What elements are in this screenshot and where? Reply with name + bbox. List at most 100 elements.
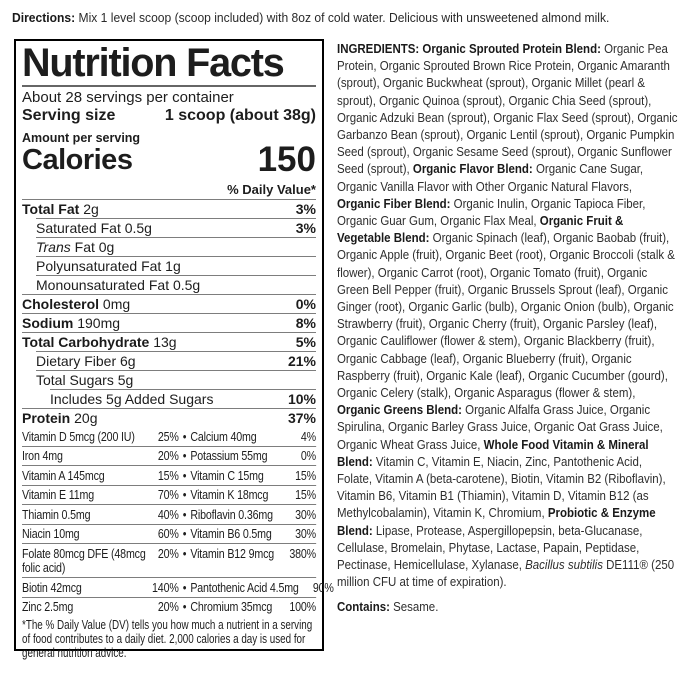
nutrient-row: Total Sugars 5g bbox=[36, 370, 316, 389]
bullet-separator: • bbox=[182, 526, 187, 541]
text-segment: Organic Greens Blend: bbox=[337, 402, 466, 418]
nutrient-daily-value: 5% bbox=[295, 334, 316, 350]
nutrient-name: Total Fat 2g bbox=[22, 202, 99, 217]
bullet-separator: • bbox=[182, 506, 187, 522]
vitamin-right-name: Calcium 40mg bbox=[190, 428, 257, 444]
nutrient-row: Includes 5g Added Sugars 10% bbox=[50, 389, 316, 408]
vitamin-right-daily-value: 15% bbox=[295, 467, 316, 483]
vitamin-row: Niacin 10mg 60% • Vitamin B6 0.5mg 30% bbox=[22, 523, 316, 544]
bullet-separator: • bbox=[182, 467, 187, 483]
text-segment: Saturated Fat 0.5g bbox=[36, 220, 152, 236]
nutrient-name: Total Sugars 5g bbox=[36, 373, 133, 388]
text-segment: Protein bbox=[22, 410, 75, 426]
vitamin-left-name: Iron 4mg bbox=[22, 448, 63, 463]
vitamin-left-name: Vitamin A 145mcg bbox=[22, 467, 105, 483]
nutrient-daily-value: 3% bbox=[295, 220, 316, 236]
text-segment: Contains: bbox=[337, 598, 394, 614]
vitamin-row: Thiamin 0.5mg 40% • Riboflavin 0.36mg 30% bbox=[22, 504, 316, 524]
text-segment: Organic Flavor Blend: bbox=[412, 161, 536, 177]
nutrient-row: Protein 20g 37% bbox=[22, 408, 316, 427]
text-segment: Total Fat bbox=[22, 201, 84, 217]
text-segment: Mix 1 level scoop (scoop included) with … bbox=[78, 10, 610, 25]
vitamin-row: Folate 80mcg DFE (48mcg folic acid) 20% • V… bbox=[22, 543, 316, 577]
vitamin-right-daily-value: 380% bbox=[289, 545, 316, 561]
text-segment: Trans bbox=[36, 239, 71, 255]
text-segment: Sodium bbox=[22, 315, 78, 331]
directions-text: Directions: Mix 1 level scoop (scoop inc… bbox=[12, 10, 609, 25]
nutrient-name: Trans Fat 0g bbox=[36, 240, 114, 255]
nutrient-daily-value: 21% bbox=[287, 353, 316, 369]
text-segment: Fat 0g bbox=[70, 239, 115, 255]
bullet-separator: • bbox=[182, 579, 187, 595]
text-segment: INGREDIENTS: Organic Sprouted Protein Bl… bbox=[337, 41, 605, 56]
vitamin-left-daily-value: 60% bbox=[157, 526, 179, 541]
vitamin-right-daily-value: 30% bbox=[295, 526, 316, 541]
text-segment: 0mg bbox=[102, 296, 131, 312]
nutrition-facts-title: Nutrition Facts bbox=[22, 41, 285, 85]
nutrient-daily-value: 10% bbox=[287, 391, 316, 407]
nutrient-row: Total Fat 2g 3% bbox=[22, 199, 316, 218]
vitamin-right-name: Chromium 35mcg bbox=[190, 599, 273, 614]
vitamin-right-name: Vitamin B12 9mcg bbox=[190, 545, 275, 561]
vitamin-left-name: Thiamin 0.5mg bbox=[22, 506, 91, 522]
vitamin-right-name: Vitamin K 18mcg bbox=[190, 487, 269, 502]
text-segment: DE111® (250 million CFU at time of expir… bbox=[337, 557, 675, 590]
bullet-separator: • bbox=[182, 448, 187, 463]
vitamin-right-name: Potassium 55mg bbox=[190, 448, 268, 463]
vitamin-row: Biotin 42mcg 140% • Pantothenic Acid 4.5mg 9… bbox=[22, 577, 334, 597]
nutrition-facts-panel: Nutrition Facts About 28 servings per co… bbox=[14, 39, 334, 660]
calories-row: Calories 150 bbox=[22, 142, 316, 177]
nutrient-row: Dietary Fiber 6g 21% bbox=[36, 351, 316, 370]
nutrient-name: Saturated Fat 0.5g bbox=[36, 221, 152, 236]
text-segment: 190mg bbox=[77, 315, 121, 331]
text-segment: Organic Fiber Blend: bbox=[337, 195, 454, 211]
vitamin-left-daily-value: 20% bbox=[157, 448, 179, 463]
bullet-separator: • bbox=[182, 599, 187, 614]
serving-size-value: 1 scoop (about 38g) bbox=[164, 107, 316, 124]
vitamin-right-name: Vitamin B6 0.5mg bbox=[190, 526, 272, 541]
vitamin-left-daily-value: 20% bbox=[157, 545, 179, 561]
nutrient-name: Includes 5g Added Sugars bbox=[50, 392, 213, 407]
nutrient-daily-value: 8% bbox=[295, 315, 316, 331]
text-segment: Organic Fruit & Vegetable Blend: bbox=[337, 213, 624, 246]
vitamin-mineral-rows: Vitamin D 5mcg (200 IU) 25% • Calcium 40mg 4… bbox=[22, 427, 334, 616]
text-segment: Organic Alfalfa Grass Juice, Organic Spi… bbox=[337, 402, 663, 452]
nutrient-row: Cholesterol 0mg 0% bbox=[22, 294, 316, 313]
text-segment: Polyunsaturated Fat 1g bbox=[36, 258, 181, 274]
vitamin-row: Vitamin A 145mcg 15% • Vitamin C 15mg 15% bbox=[22, 465, 316, 485]
vitamin-row: Vitamin E 11mg 70% • Vitamin K 18mcg 15% bbox=[22, 484, 316, 505]
nutrient-daily-value: 3% bbox=[295, 201, 316, 217]
vitamin-right-daily-value: 90% bbox=[312, 579, 334, 595]
text-segment: Organic Pea Protein, Organic Sprouted Br… bbox=[337, 41, 678, 177]
text-segment: Probiotic & Enzyme Blend: bbox=[337, 505, 656, 538]
vitamin-left-name: Vitamin D 5mcg (200 IU) bbox=[22, 428, 135, 444]
vitamin-right-daily-value: 100% bbox=[289, 599, 316, 614]
nutrient-name: Dietary Fiber 6g bbox=[36, 354, 136, 369]
vitamin-right-name: Pantothenic Acid 4.5mg bbox=[190, 579, 299, 595]
nutrient-rows: Total Fat 2g 3% Saturated Fat 0.5g 3% Trans … bbox=[22, 199, 316, 427]
vitamin-right-daily-value: 30% bbox=[295, 506, 316, 522]
vitamin-left-name: Vitamin E 11mg bbox=[22, 487, 94, 502]
text-segment: Directions: bbox=[12, 10, 79, 25]
nutrient-name: Cholesterol 0mg bbox=[22, 297, 130, 312]
contains-statement: Contains: Sesame. bbox=[337, 598, 678, 615]
vitamin-left-name: Folate 80mcg DFE (48mcg folic acid) bbox=[22, 545, 146, 575]
daily-value-header: % Daily Value* bbox=[227, 182, 316, 197]
nutrient-row: Total Carbohydrate 13g 5% bbox=[22, 332, 316, 351]
vitamin-left-name: Zinc 2.5mg bbox=[22, 599, 74, 614]
text-segment: Dietary Fiber 6g bbox=[36, 353, 136, 369]
text-segment: Monounsaturated Fat 0.5g bbox=[36, 277, 201, 293]
vitamin-left-daily-value: 140% bbox=[152, 579, 179, 595]
text-segment: Lipase, Protease, Aspergillopepsin, beta… bbox=[337, 522, 643, 573]
nutrient-name: Polyunsaturated Fat 1g bbox=[36, 259, 181, 274]
nutrient-name: Protein 20g bbox=[22, 411, 97, 426]
vitamin-right-daily-value: 15% bbox=[295, 487, 316, 502]
nutrient-row: Saturated Fat 0.5g 3% bbox=[36, 218, 316, 237]
text-segment: Total Carbohydrate bbox=[22, 334, 154, 350]
nutrient-row: Sodium 190mg 8% bbox=[22, 313, 316, 332]
vitamin-row: Vitamin D 5mcg (200 IU) 25% • Calcium 40mg 4… bbox=[22, 427, 316, 446]
serving-size-row: Serving size 1 scoop (about 38g) bbox=[22, 106, 316, 128]
calories-label: Calories bbox=[22, 144, 133, 176]
nutrient-daily-value: 0% bbox=[295, 296, 316, 312]
servings-per-container: About 28 servings per container bbox=[22, 89, 234, 106]
